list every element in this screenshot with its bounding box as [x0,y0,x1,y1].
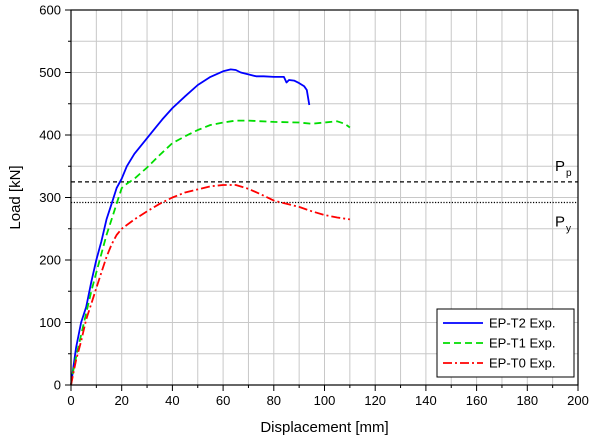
y-tick-label: 300 [39,190,61,205]
y-tick-label: 200 [39,253,61,268]
y-axis-title: Load [kN] [7,165,24,229]
x-tick-label: 20 [114,393,128,408]
x-tick-label: 60 [216,393,230,408]
legend: EP-T2 Exp. EP-T1 Exp. EP-T0 Exp. [436,308,575,378]
series-line-2 [70,184,351,386]
x-tick-label: 80 [267,393,281,408]
y-tick-label: 600 [39,3,61,18]
reference-label-y: P [555,214,565,231]
y-tick-label: 500 [39,65,61,80]
x-tick-label: 40 [165,393,179,408]
x-tick-label: 120 [364,393,386,408]
reference-subscript-p: p [566,168,572,179]
series-line-0 [70,68,311,386]
legend-label-2: EP-T0 Exp. [489,356,555,371]
reference-label-p: P [555,158,565,175]
axis-ticks: 0 20 40 60 80 100 120 140 160 180 200 0 100 200 300 400… [39,3,589,409]
reference-subscript-y: y [566,224,571,235]
grid-lines [71,10,578,385]
x-axis-title: Displacement [mm] [260,419,388,436]
x-tick-label: 0 [67,393,74,408]
y-tick-label: 400 [39,128,61,143]
x-tick-label: 160 [466,393,488,408]
x-tick-label: 100 [314,393,336,408]
series-line-1 [70,119,351,386]
y-tick-label: 0 [54,378,61,393]
x-tick-label: 140 [415,393,437,408]
legend-label-1: EP-T1 Exp. [489,336,555,351]
x-tick-label: 200 [567,393,589,408]
series-lines [70,68,351,386]
legend-label-0: EP-T2 Exp. [489,316,555,331]
x-tick-label: 180 [516,393,538,408]
y-tick-label: 100 [39,315,61,330]
